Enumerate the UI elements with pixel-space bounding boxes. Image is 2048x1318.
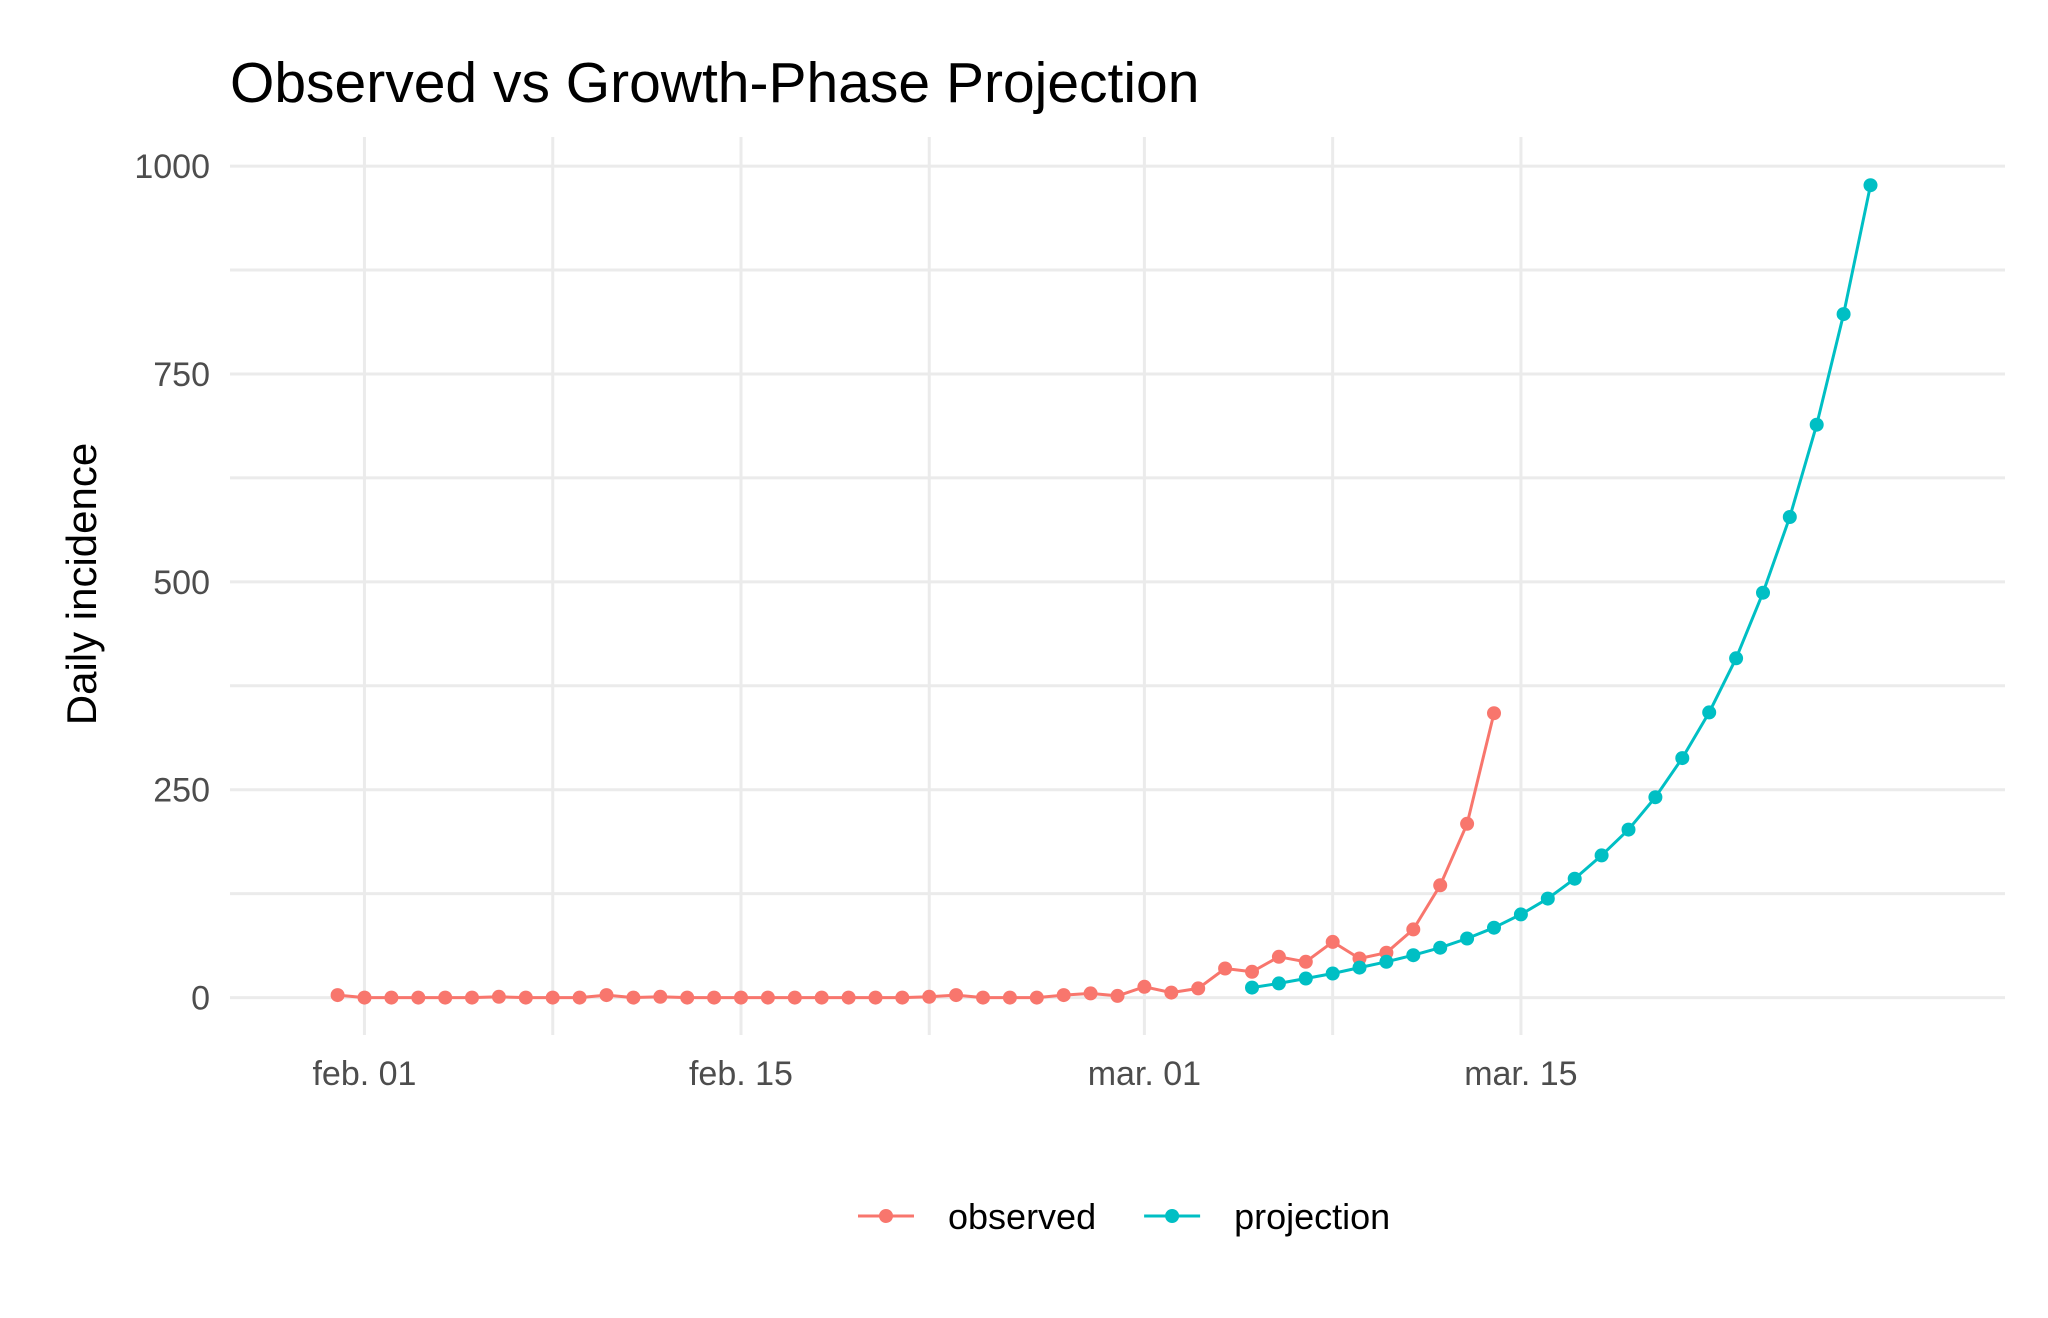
data-point-projection bbox=[1433, 940, 1448, 955]
data-point-projection bbox=[1809, 417, 1824, 432]
data-point-projection bbox=[1298, 971, 1313, 986]
data-point-projection bbox=[1729, 651, 1744, 666]
grid bbox=[230, 137, 2005, 1035]
data-point-observed bbox=[707, 990, 722, 1005]
legend-item-observed: observed bbox=[858, 1196, 1096, 1237]
data-point-projection bbox=[1460, 931, 1475, 946]
data-point-observed bbox=[1002, 990, 1017, 1005]
data-point-projection bbox=[1567, 871, 1582, 886]
x-tick-label: mar. 01 bbox=[1088, 1055, 1201, 1093]
data-point-observed bbox=[572, 990, 587, 1005]
data-point-observed bbox=[491, 989, 506, 1004]
legend-item-projection: projection bbox=[1144, 1196, 1390, 1237]
data-point-observed bbox=[760, 990, 775, 1005]
y-axis-title: Daily incidence bbox=[58, 443, 105, 725]
x-tick-label: mar. 15 bbox=[1464, 1055, 1577, 1093]
series-layer bbox=[330, 178, 1878, 1005]
data-point-observed bbox=[922, 989, 937, 1004]
y-tick-label: 1000 bbox=[134, 148, 210, 186]
data-point-observed bbox=[653, 989, 668, 1004]
data-point-observed bbox=[465, 990, 479, 1005]
data-point-observed bbox=[841, 990, 856, 1005]
data-point-observed bbox=[518, 990, 533, 1005]
data-point-observed bbox=[1460, 816, 1475, 831]
data-point-projection bbox=[1406, 948, 1421, 963]
data-point-observed bbox=[357, 990, 372, 1005]
axes: 0 250 500 750 1000 feb. 01 feb. 15 mar. 01 mar. … bbox=[134, 148, 1577, 1093]
y-tick-label: 250 bbox=[153, 772, 210, 810]
data-point-projection bbox=[1782, 510, 1797, 524]
data-point-projection bbox=[1352, 960, 1367, 975]
legend-label: observed bbox=[948, 1196, 1096, 1237]
legend-label: projection bbox=[1234, 1196, 1390, 1237]
data-point-observed bbox=[787, 990, 802, 1005]
data-point-projection bbox=[1863, 178, 1878, 193]
data-point-observed bbox=[626, 990, 641, 1005]
data-point-observed bbox=[1029, 990, 1044, 1005]
data-point-projection bbox=[1621, 822, 1636, 837]
data-point-projection bbox=[1245, 980, 1259, 995]
data-point-observed bbox=[949, 988, 964, 1003]
series-observed bbox=[330, 706, 1501, 1005]
series-projection bbox=[1245, 178, 1878, 995]
data-point-observed bbox=[814, 990, 829, 1005]
data-point-observed bbox=[976, 990, 990, 1005]
legend: observed projection bbox=[858, 1196, 1390, 1237]
data-point-observed bbox=[1271, 949, 1286, 964]
data-point-observed bbox=[384, 990, 399, 1005]
data-point-observed bbox=[1083, 986, 1098, 1001]
x-tick-label: feb. 01 bbox=[312, 1055, 416, 1093]
data-point-observed bbox=[1164, 985, 1179, 1000]
data-point-observed bbox=[868, 990, 883, 1005]
data-point-projection bbox=[1675, 751, 1690, 766]
data-point-observed bbox=[1110, 988, 1125, 1003]
data-point-observed bbox=[895, 990, 910, 1005]
legend-key-point bbox=[1165, 1209, 1180, 1223]
data-point-observed bbox=[330, 988, 345, 1003]
data-point-observed bbox=[1056, 988, 1071, 1003]
series-line-observed bbox=[337, 712, 1496, 1000]
data-point-observed bbox=[1298, 954, 1313, 969]
data-point-projection bbox=[1271, 976, 1286, 991]
data-point-projection bbox=[1540, 891, 1555, 906]
data-point-observed bbox=[734, 990, 748, 1005]
x-tick-label: feb. 15 bbox=[689, 1055, 793, 1093]
data-point-observed bbox=[411, 990, 426, 1005]
data-point-observed bbox=[1433, 878, 1448, 893]
data-point-projection bbox=[1702, 705, 1717, 720]
data-point-observed bbox=[438, 990, 453, 1005]
data-point-projection bbox=[1836, 307, 1851, 322]
data-point-projection bbox=[1648, 790, 1663, 805]
data-point-projection bbox=[1756, 585, 1770, 600]
y-tick-label: 0 bbox=[191, 980, 210, 1018]
data-point-observed bbox=[1191, 981, 1206, 996]
data-point-observed bbox=[680, 990, 695, 1005]
chart-title: Observed vs Growth-Phase Projection bbox=[230, 51, 1199, 115]
data-point-projection bbox=[1487, 920, 1501, 935]
data-point-projection bbox=[1594, 848, 1609, 863]
y-tick-label: 750 bbox=[153, 356, 210, 394]
data-point-observed bbox=[545, 990, 560, 1005]
y-tick-label: 500 bbox=[153, 564, 210, 602]
data-point-projection bbox=[1325, 966, 1340, 981]
data-point-observed bbox=[1325, 934, 1340, 949]
data-point-projection bbox=[1379, 954, 1394, 969]
data-point-observed bbox=[1218, 961, 1233, 976]
data-point-projection bbox=[1513, 907, 1528, 922]
data-point-observed bbox=[1487, 706, 1501, 721]
series-line-projection bbox=[1251, 184, 1872, 990]
data-point-observed bbox=[1245, 964, 1259, 979]
data-point-observed bbox=[1137, 979, 1152, 994]
data-point-observed bbox=[1406, 922, 1421, 937]
data-point-observed bbox=[599, 988, 614, 1003]
legend-key-point bbox=[879, 1209, 893, 1223]
